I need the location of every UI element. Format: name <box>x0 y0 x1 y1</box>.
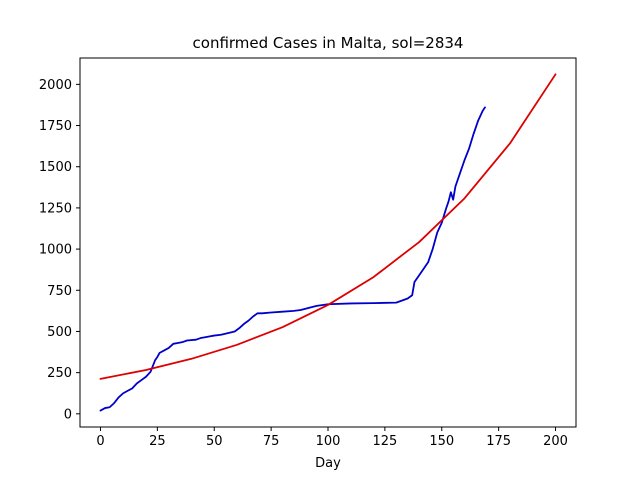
series-line-0 <box>99 106 486 412</box>
y-tick-label: 500 <box>47 325 72 340</box>
x-tick-label: 125 <box>372 434 397 449</box>
x-tick-label: 100 <box>316 434 341 449</box>
plot-frame <box>79 57 577 428</box>
chart-title: confirmed Cases in Malta, sol=2834 <box>193 34 464 52</box>
y-tick-label: 1500 <box>39 160 72 175</box>
y-tick-label: 750 <box>47 284 72 299</box>
y-tick-label: 2000 <box>39 78 72 93</box>
x-tick-label: 50 <box>206 434 223 449</box>
y-tick-label: 1750 <box>39 119 72 134</box>
x-tick-label: 75 <box>263 434 280 449</box>
y-tick-label: 1000 <box>39 243 72 258</box>
series-layer <box>99 73 557 412</box>
y-tick-label: 0 <box>64 407 72 422</box>
x-tick-label: 25 <box>149 434 166 449</box>
x-tick-label: 150 <box>429 434 454 449</box>
x-tick-label: 200 <box>543 434 568 449</box>
x-tick-label: 175 <box>486 434 511 449</box>
x-axis-label: Day <box>315 456 341 471</box>
x-axis-ticks: 0 25 50 75 100 125 150 175 200 <box>96 427 568 449</box>
y-tick-label: 1250 <box>39 201 72 216</box>
x-tick-label: 0 <box>96 434 104 449</box>
y-tick-label: 250 <box>47 366 72 381</box>
series-line-1 <box>99 73 557 380</box>
y-axis-ticks: 0 250 500 750 1000 1250 1500 1750 2000 <box>39 78 80 422</box>
